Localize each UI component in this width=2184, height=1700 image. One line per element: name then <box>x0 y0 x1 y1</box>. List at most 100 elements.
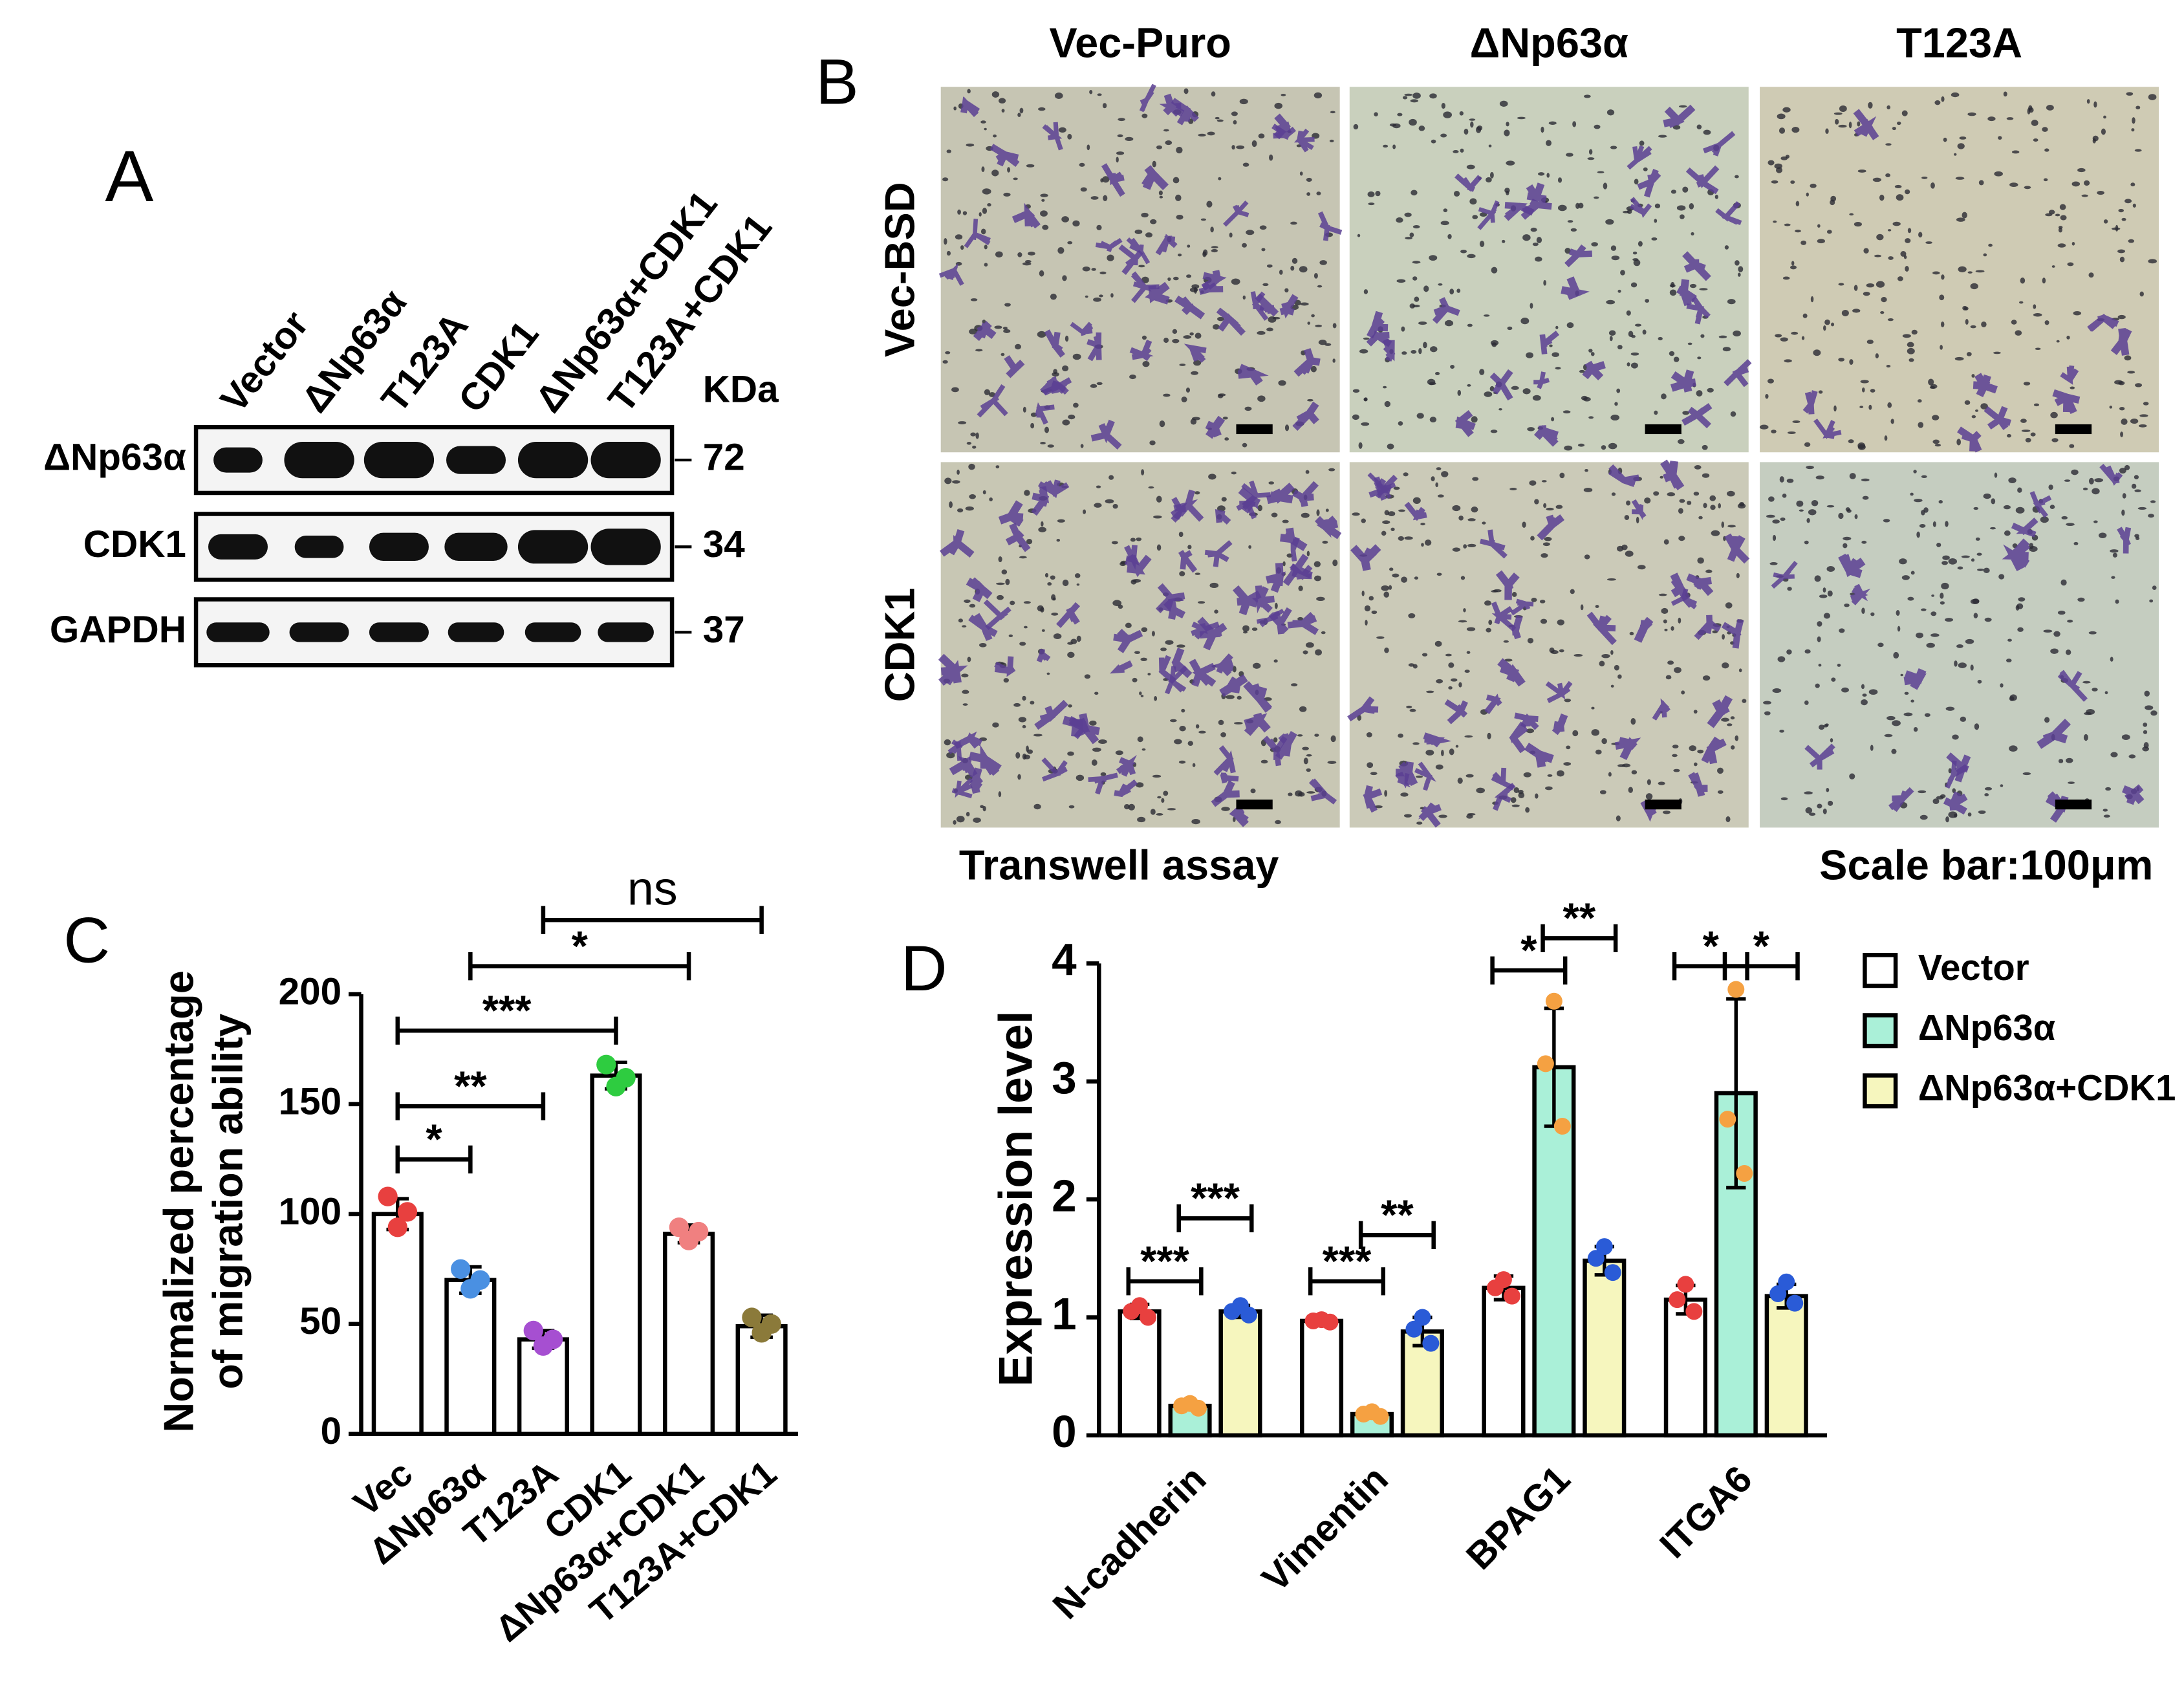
pore <box>1789 265 1797 270</box>
pore <box>1037 605 1044 612</box>
cell <box>1627 145 1652 170</box>
pore <box>1689 203 1694 210</box>
pore <box>1490 340 1499 346</box>
pore <box>2009 696 2015 701</box>
pore <box>1167 808 1176 811</box>
pore <box>1352 414 1359 420</box>
pore <box>1674 667 1681 673</box>
pore <box>1181 708 1185 713</box>
pore <box>1437 494 1444 498</box>
pore <box>1769 562 1778 565</box>
pore <box>1269 154 1273 161</box>
pore <box>1425 749 1434 756</box>
pore <box>1672 754 1678 757</box>
pore <box>1158 190 1163 196</box>
pore <box>1638 241 1643 247</box>
pore <box>1687 501 1692 505</box>
pore <box>1697 557 1704 564</box>
cell <box>1694 615 1722 640</box>
pore <box>1610 414 1620 421</box>
pore <box>1939 294 1945 301</box>
pore <box>1730 716 1735 720</box>
pore <box>1452 505 1461 512</box>
pore <box>1178 531 1184 538</box>
pore <box>2118 381 2125 386</box>
pore <box>1863 291 1870 296</box>
pore <box>1742 699 1747 703</box>
pore <box>1429 417 1437 423</box>
pore <box>1941 96 1945 102</box>
pore <box>1546 140 1552 146</box>
pore <box>2048 485 2053 490</box>
pore <box>1727 525 1736 528</box>
pore <box>1179 364 1186 366</box>
pore <box>966 143 975 147</box>
cell <box>1404 501 1427 521</box>
pore <box>1737 272 1741 277</box>
pore <box>1549 344 1553 347</box>
pore <box>1722 347 1731 352</box>
pore <box>1441 749 1444 757</box>
pore <box>1302 746 1309 750</box>
cell <box>966 577 993 602</box>
pore <box>2131 483 2137 489</box>
pore <box>1800 240 1807 245</box>
pore <box>1275 820 1281 825</box>
pore <box>1314 92 1323 99</box>
pore <box>2127 371 2135 374</box>
pore <box>1595 749 1602 755</box>
pore <box>2000 683 2004 688</box>
pore <box>1352 389 1360 393</box>
pore <box>1330 111 1335 114</box>
data-point <box>1503 1287 1520 1305</box>
pore <box>1383 144 1389 148</box>
pore <box>1278 380 1286 386</box>
pore <box>1962 305 1967 311</box>
significance-label: *** <box>482 986 532 1034</box>
pore <box>1174 739 1182 745</box>
pore <box>1299 706 1307 712</box>
pore <box>1457 389 1462 396</box>
pore <box>1179 726 1186 732</box>
pore <box>1717 790 1724 794</box>
pore <box>1974 723 1980 730</box>
cell <box>964 219 991 248</box>
pore <box>1735 260 1740 266</box>
cell <box>1266 563 1286 593</box>
pore <box>1564 445 1573 451</box>
pore <box>975 432 979 439</box>
pore <box>1823 325 1826 331</box>
pore <box>1693 492 1700 496</box>
pore <box>1879 194 1885 201</box>
pore <box>1070 638 1077 644</box>
pore <box>1696 124 1702 129</box>
pore <box>1084 674 1091 679</box>
pore <box>1449 748 1454 756</box>
caption: Transwell assay <box>959 841 1279 888</box>
pore <box>1057 247 1065 254</box>
pore <box>1594 124 1601 129</box>
cell <box>1289 563 1313 580</box>
pore <box>1282 519 1289 523</box>
pore <box>1456 289 1461 293</box>
cell <box>1158 655 1176 684</box>
cell <box>1396 761 1418 787</box>
pore <box>1606 300 1616 305</box>
pore <box>1412 93 1421 99</box>
pore <box>2067 619 2073 623</box>
pore <box>1669 289 1677 296</box>
cell <box>1165 665 1188 695</box>
data-point <box>1545 992 1562 1010</box>
pore <box>1332 559 1338 567</box>
pore <box>1627 209 1632 214</box>
pore <box>2028 107 2034 113</box>
pore <box>1517 116 1526 120</box>
pore <box>1050 575 1055 580</box>
pore <box>972 445 977 449</box>
pore <box>1024 490 1030 496</box>
pore <box>1591 706 1595 710</box>
pore <box>1965 638 1974 644</box>
pore <box>1423 342 1427 349</box>
pore <box>1994 171 2003 177</box>
pore <box>1899 558 1907 565</box>
